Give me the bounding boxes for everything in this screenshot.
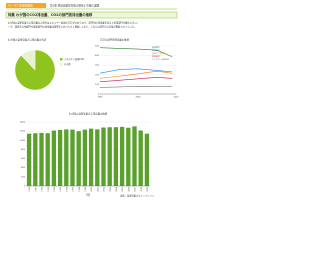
- body-text: 一方、業務その他部門や家庭部門の排出量は基準年に比べ大きく増加しており、これらの…: [8, 25, 136, 29]
- series-line: [99, 70, 173, 79]
- x-tick-label: 2009: [147, 186, 149, 191]
- y-tick-label: 200: [95, 74, 100, 76]
- legend-label: 産業部門: [152, 45, 160, 49]
- pie-slice: [21, 49, 36, 71]
- x-tick-label: 1993: [48, 187, 50, 192]
- bar: [126, 127, 131, 186]
- y-tick-label: 1000: [20, 140, 26, 142]
- bar: [26, 133, 32, 186]
- body-text: わが国の温室効果ガス排出量の大部分はエネルギー起源のCO2が占めており、部門別の…: [8, 21, 139, 25]
- y-tick-label: 100: [95, 84, 100, 86]
- y-tick-label: 600: [21, 158, 26, 160]
- bar: [70, 129, 75, 186]
- bar: [76, 131, 81, 186]
- chart-title: CO2の部門別排出量の推移: [100, 38, 130, 42]
- y-tick-label: 800: [21, 149, 26, 151]
- title-box: [5, 11, 178, 19]
- x-tick-label: 1999: [85, 186, 87, 191]
- bar: [95, 129, 100, 186]
- x-tick-label: 2007: [135, 187, 137, 192]
- bar: [107, 127, 112, 186]
- x-tick-label: 1994: [54, 186, 56, 191]
- bar: [39, 132, 44, 186]
- x-axis-label: 年度: [86, 193, 91, 197]
- bar: [88, 128, 94, 186]
- legend-label: 業務その他部門: [152, 51, 165, 55]
- y-tick-label: 1400: [20, 122, 26, 124]
- chart-title: わが国の温室効果ガス排出量の推移: [69, 112, 108, 116]
- x-tick-label: 1990: [29, 186, 31, 191]
- x-tick-label: 2002: [104, 187, 106, 192]
- x-tick-label: 1992: [42, 187, 44, 192]
- x-tick-label: 2005: [122, 187, 124, 192]
- y-tick-label: 500: [95, 46, 100, 48]
- bar: [57, 129, 63, 186]
- x-tick-label: 2008: [141, 186, 143, 191]
- series-line: [99, 47, 173, 58]
- bar: [33, 133, 38, 186]
- x-tick-label: 1998: [79, 186, 81, 191]
- legend-label: その他: [64, 62, 71, 66]
- series-line: [99, 68, 173, 74]
- page-title: 特集 わが国のCO2排出量、CO2の部門別排出量の推移: [8, 12, 93, 17]
- y-tick-label: 200: [21, 176, 26, 178]
- bar: [51, 130, 57, 186]
- x-tick-label: 2010: [173, 97, 179, 99]
- header-subtitle: 第1章 地球温暖化対策の現状と今後の課題: [50, 4, 100, 8]
- legend-label: 家庭部門: [152, 54, 160, 58]
- series-line: [99, 76, 173, 83]
- y-tick-label: 1200: [20, 131, 26, 133]
- y-tick-label: 0: [24, 186, 26, 188]
- y-tick-label: 400: [21, 167, 26, 169]
- bar: [101, 127, 106, 186]
- bar: [144, 133, 150, 186]
- bar: [119, 126, 125, 186]
- x-tick-label: 2000: [91, 186, 93, 191]
- y-tick-label: 400: [95, 55, 100, 57]
- y-tick-label: 300: [95, 65, 100, 67]
- x-tick-label: 2006: [128, 186, 130, 191]
- x-tick-label: 1991: [35, 187, 37, 192]
- bar: [82, 129, 88, 186]
- x-tick-label: 2004: [116, 186, 118, 191]
- y-tick-label: 0: [98, 94, 100, 96]
- bar: [132, 126, 137, 186]
- legend-label: エネルギー起源CO2: [64, 57, 85, 61]
- x-tick-label: 1997: [73, 187, 75, 192]
- x-tick-label: 1996: [66, 186, 68, 191]
- x-tick-label: 1995: [60, 187, 62, 192]
- bar: [64, 129, 69, 186]
- legend-label: 運輸部門: [152, 48, 160, 52]
- x-tick-label: 2000: [135, 97, 141, 99]
- chart-title: わが国の温室効果ガス排出量の内訳: [8, 38, 47, 42]
- source-note: 出典：温室効果ガスインベントリ: [120, 194, 154, 198]
- header-tag: テーマ2 地球温暖化: [8, 4, 33, 8]
- legend-swatch: [60, 58, 63, 61]
- header-tag-bg: [6, 3, 46, 8]
- x-tick-label: 1990: [97, 97, 103, 99]
- bar: [45, 133, 50, 186]
- x-tick-label: 2003: [110, 187, 112, 192]
- bar: [113, 127, 119, 186]
- page: テーマ2 地球温暖化 第1章 地球温暖化対策の現状と今後の課題 特集 わが国のC…: [5, 3, 179, 198]
- legend-label: エネルギー転換部門: [152, 57, 169, 61]
- legend-swatch: [60, 63, 63, 66]
- bar: [138, 130, 143, 186]
- series-line: [99, 86, 173, 88]
- x-tick-label: 2001: [97, 187, 99, 192]
